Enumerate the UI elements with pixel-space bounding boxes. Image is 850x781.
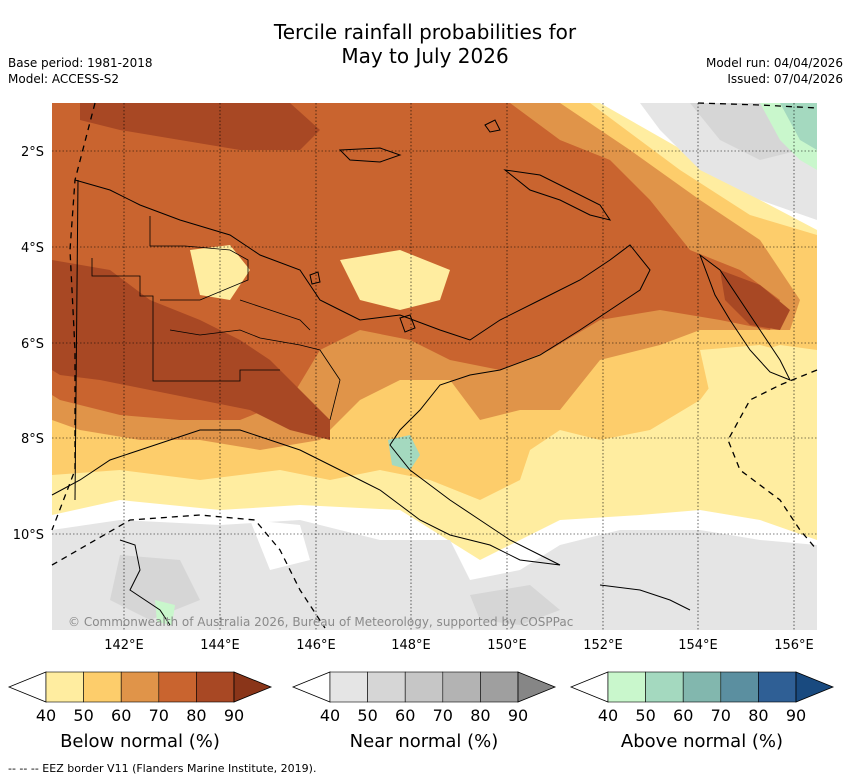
colorbar-3-tick-80: 80 (748, 706, 768, 725)
colorbar-3-tick-90: 90 (786, 706, 806, 725)
meta-right: Model run: 04/04/2026 Issued: 07/04/2026 (706, 55, 843, 87)
colorbar-1-tick-40: 40 (36, 706, 56, 725)
meta-left: Base period: 1981-2018 Model: ACCESS-S2 (8, 55, 153, 87)
colorbar-1-segment-4 (158, 671, 197, 703)
colorbar-1-tick-60: 60 (111, 706, 131, 725)
colorbar-1-tick-90: 90 (224, 706, 244, 725)
colorbar-3-tick-50: 50 (635, 706, 655, 725)
colorbar-2-tick-80: 80 (470, 706, 490, 725)
lon-label-150e: 150°E (487, 638, 527, 653)
colorbar-2-segment-3 (404, 671, 444, 703)
coastlines (51, 119, 792, 626)
colorbar-2-upper-extend (517, 671, 557, 703)
colorbar-3-lower-extend (569, 671, 609, 703)
eez-borders (51, 102, 818, 629)
colorbar-1-lower-extend (7, 671, 47, 703)
colorbar-2-tick-70: 70 (433, 706, 453, 725)
colorbar-2-lower-extend (291, 671, 331, 703)
colorbar-3-tick-60: 60 (673, 706, 693, 725)
colorbar-2-segment-4 (442, 671, 481, 703)
colorbar-1-tick-70: 70 (149, 706, 169, 725)
colorbar-1-segment-2 (83, 671, 122, 703)
probability-fields (52, 103, 817, 630)
colorbar-3-segment-5 (758, 671, 797, 703)
lat-label-6s: 6°S (21, 337, 44, 352)
colorbar-1-title: Below normal (%) (60, 731, 220, 752)
province-borders (91, 216, 341, 421)
model-text: Model: ACCESS-S2 (8, 72, 120, 86)
colorbar-2-tick-60: 60 (395, 706, 415, 725)
colorbar-2-segment-2 (367, 671, 406, 703)
lat-label-10s: 10°S (13, 528, 44, 543)
lon-label-146e: 146°E (296, 638, 336, 653)
colorbar-2: 40 50 60 70 80 90 Near normal (%) (291, 671, 557, 752)
colorbar-3-segment-4 (720, 671, 759, 703)
copyright-text: © Commonwealth of Australia 2026, Bureau… (68, 615, 573, 629)
lon-label-142e: 142°E (104, 638, 144, 653)
model-run-text: Model run: 04/04/2026 (705, 56, 843, 70)
base-period-text: Base period: 1981-2018 (8, 56, 153, 70)
lon-tick-labels: 142°E 144°E 146°E 148°E 150°E 152°E 154°… (104, 638, 814, 653)
colorbar-1-tick-50: 50 (73, 706, 93, 725)
issued-text: Issued: 07/04/2026 (727, 72, 843, 86)
lat-label-8s: 8°S (21, 432, 44, 447)
lon-label-144e: 144°E (200, 638, 240, 653)
colorbar-3-segment-1 (607, 671, 646, 703)
title-line-1: Tercile rainfall probabilities for (273, 20, 577, 44)
colorbar-3-segment-3 (682, 671, 722, 703)
colorbar-1-upper-extend (233, 671, 273, 703)
colorbar-3-upper-extend (795, 671, 835, 703)
lon-label-156e: 156°E (774, 638, 814, 653)
lat-tick-labels: 2°S 4°S 6°S 8°S 10°S (13, 145, 44, 543)
colorbar-2-title: Near normal (%) (350, 731, 499, 752)
eez-footnote: -- -- -- EEZ border V11 (Flanders Marine… (8, 762, 317, 775)
colorbar-2-tick-50: 50 (357, 706, 377, 725)
lon-label-148e: 148°E (391, 638, 431, 653)
page-title: Tercile rainfall probabilities for May t… (0, 20, 850, 68)
colorbar-3-tick-70: 70 (711, 706, 731, 725)
colorbar-3-tick-40: 40 (598, 706, 618, 725)
colorbar-2-segment-5 (480, 671, 519, 703)
colorbar-2-tick-90: 90 (508, 706, 528, 725)
colorbar-1-segment-3 (120, 671, 160, 703)
title-line-2: May to July 2026 (341, 44, 509, 68)
gridlines (52, 103, 817, 630)
lat-label-2s: 2°S (21, 145, 44, 160)
colorbar-2-segment-1 (329, 671, 368, 703)
colorbar-1-segment-1 (45, 671, 84, 703)
colorbar-3-segment-2 (645, 671, 684, 703)
colorbar-1-segment-5 (196, 671, 235, 703)
lon-label-152e: 152°E (583, 638, 623, 653)
colorbar-3-title: Above normal (%) (621, 731, 783, 752)
lon-label-154e: 154°E (678, 638, 718, 653)
colorbar-1-tick-80: 80 (186, 706, 206, 725)
lat-label-4s: 4°S (21, 241, 44, 256)
colorbar-2-tick-40: 40 (320, 706, 340, 725)
